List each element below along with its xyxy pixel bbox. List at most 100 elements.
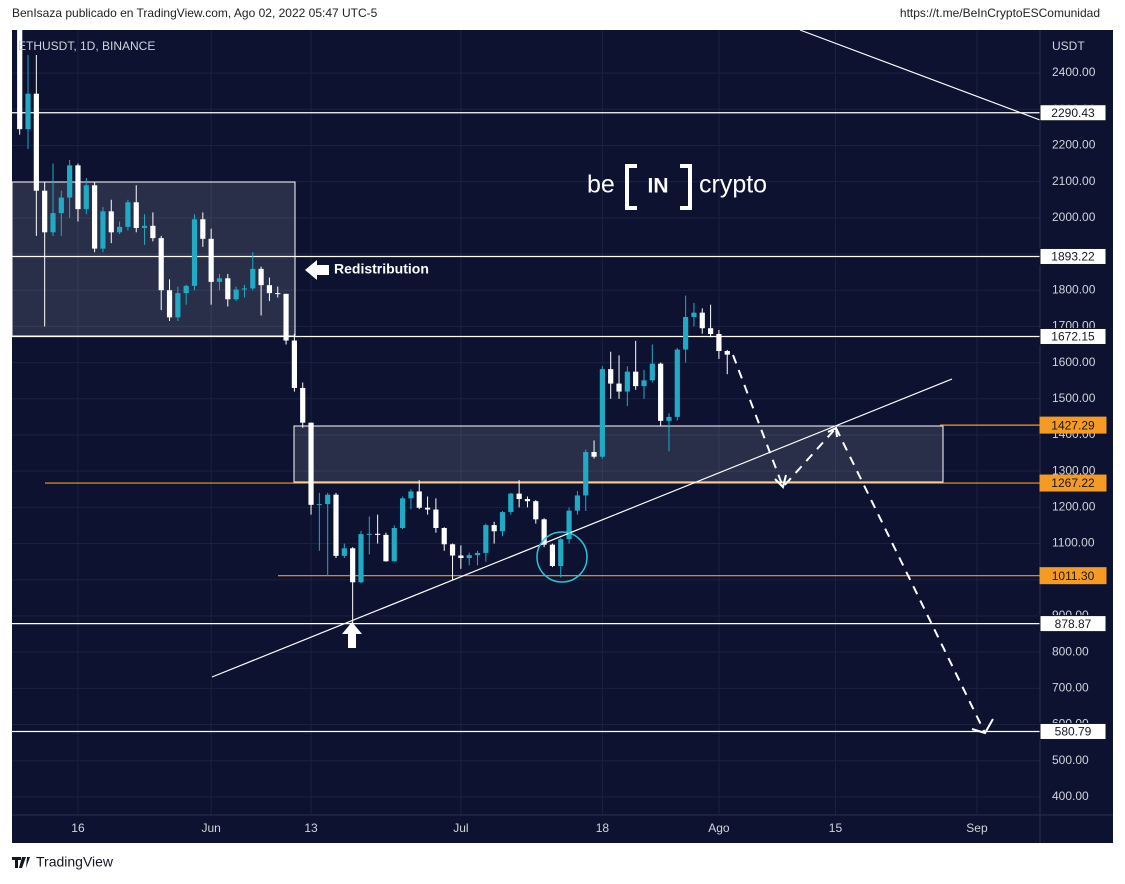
up-arrow: [342, 622, 362, 648]
overlay: Redistribution be IN crypto ETHUSDT, 1D,…: [18, 29, 1085, 735]
candle-body: [341, 548, 347, 556]
candle-body: [191, 219, 198, 286]
zones: [11, 181, 944, 483]
candle-body: [158, 238, 164, 291]
candle-body: [225, 278, 231, 300]
candle-body: [258, 268, 264, 286]
candle-body: [608, 369, 614, 384]
y-tick-label: 2200.00: [1052, 138, 1096, 152]
logo-text: crypto: [699, 171, 767, 199]
candle-body: [291, 340, 297, 388]
candle-body: [591, 451, 597, 457]
y-tick-label: 1500.00: [1052, 391, 1096, 405]
candle-body: [100, 211, 106, 249]
candle-body: [125, 202, 131, 227]
candle-body: [133, 202, 139, 228]
candle-body: [724, 351, 730, 355]
level-label: 1011.30: [1052, 569, 1095, 583]
candle-body: [183, 285, 189, 294]
candle-body: [58, 197, 64, 214]
candle-body: [216, 278, 223, 282]
candle-body: [233, 289, 239, 300]
candle-body: [541, 519, 547, 545]
x-tick-label: 13: [304, 821, 318, 835]
y-tick-label: 800.00: [1052, 644, 1089, 658]
candle-body: [707, 328, 714, 335]
candle-body: [375, 533, 381, 535]
distribution-zone: [11, 181, 296, 337]
candle-body: [150, 225, 156, 239]
level-label: 580.79: [1055, 725, 1092, 739]
candle-body: [325, 494, 331, 505]
candle-body: [358, 534, 364, 583]
candle-body: [116, 226, 123, 233]
projection-arrow: [732, 354, 837, 489]
candle-body: [691, 312, 697, 318]
candle-body: [483, 525, 489, 553]
candle-body: [275, 293, 281, 295]
level-label-box: [1039, 104, 1107, 122]
y-tick-label: 1800.00: [1052, 282, 1096, 296]
x-tick-label: Jun: [201, 821, 220, 835]
level-label: 1893.22: [1051, 250, 1095, 264]
level-label-box: [1039, 615, 1107, 633]
y-tick-label: 700.00: [1052, 681, 1089, 695]
candle-body: [83, 185, 89, 210]
candle-body: [108, 211, 114, 233]
candle-body: [574, 495, 581, 511]
candle-body: [658, 363, 664, 421]
trend-line: [211, 378, 953, 678]
candle-body: [250, 268, 256, 289]
brand-text: TradingView: [36, 854, 114, 870]
candle-body: [424, 507, 431, 510]
candle-body: [416, 491, 422, 508]
candle-body: [42, 190, 48, 233]
highlight-circle: [536, 531, 588, 583]
candle-body: [458, 555, 464, 559]
candle-body: [300, 387, 306, 423]
arrow-head: [774, 474, 787, 489]
candle-body: [508, 493, 514, 513]
y-tick-label: 400.00: [1052, 789, 1089, 803]
candle-body: [200, 219, 206, 239]
candle-body: [266, 285, 273, 294]
candle-body: [17, 29, 23, 130]
levels: [12, 112, 1040, 733]
candle-body: [166, 290, 173, 318]
candle-body: [33, 93, 39, 191]
link-text: https://t.me/BeInCryptoESComunidad: [900, 6, 1100, 20]
candle-body: [408, 491, 414, 499]
candle-body: [549, 544, 556, 567]
x-tick-label: Jul: [453, 821, 468, 835]
candle-body: [400, 498, 406, 528]
y-tick-label: 2100.00: [1052, 174, 1096, 188]
candle-body: [391, 527, 397, 562]
candle-body: [624, 371, 630, 392]
level-label: 1672.15: [1051, 330, 1095, 344]
publisher-text: BenIsaza publicado en TradingView.com, A…: [12, 6, 378, 20]
candle-body: [25, 93, 31, 130]
logo-text: IN: [648, 175, 669, 198]
y-tick-label: 1600.00: [1052, 355, 1096, 369]
annotation-text: Redistribution: [334, 261, 429, 277]
level-label-box: [1039, 247, 1107, 265]
candle-body: [649, 363, 655, 381]
y-tick-label: 2400.00: [1052, 65, 1096, 79]
candle-body: [50, 213, 56, 233]
left-arrow: [305, 260, 329, 280]
candle-body: [283, 293, 289, 341]
level-label-box: [1039, 567, 1107, 585]
candle-body: [583, 451, 589, 496]
candle-body: [516, 493, 522, 500]
logo-gap: [637, 204, 680, 212]
y-tick-label: 1200.00: [1052, 500, 1096, 514]
logo-gap: [637, 162, 680, 170]
candle-body: [716, 334, 722, 352]
y-tick-label: 1100.00: [1052, 536, 1095, 550]
level-label-box: [1039, 722, 1107, 740]
candle-body: [241, 288, 248, 290]
symbol-label: ETHUSDT, 1D, BINANCE: [18, 39, 155, 53]
candle-body: [350, 548, 356, 583]
logo-text: be: [587, 171, 615, 199]
candle-body: [449, 544, 456, 556]
